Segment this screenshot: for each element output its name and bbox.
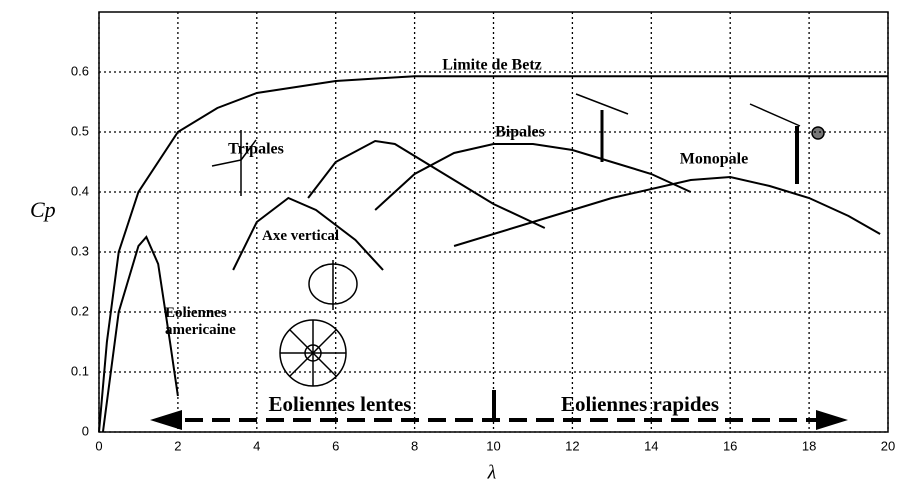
y-tick-label: 0.6 (71, 63, 89, 78)
series-line (375, 144, 691, 210)
series-label: Bipales (495, 124, 545, 141)
y-axis-label: Cp (30, 197, 56, 222)
x-axis-label: λ (487, 462, 497, 484)
annotation: Eoliennes lentes (269, 392, 412, 416)
x-tick-label: 16 (723, 438, 737, 453)
series-line (454, 177, 880, 246)
x-tick-label: 2 (174, 438, 181, 453)
x-tick-label: 0 (95, 438, 102, 453)
x-tick-label: 14 (644, 438, 658, 453)
y-tick-label: 0.3 (71, 243, 89, 258)
series-label: Monopale (680, 151, 748, 168)
series-label: Tripales (228, 141, 284, 158)
series-label: Axe vertical (262, 228, 342, 245)
y-tick-label: 0.1 (71, 363, 89, 378)
series-label-box: Axe vertical (262, 228, 342, 278)
x-tick-label: 8 (411, 438, 418, 453)
series-line (308, 141, 545, 228)
x-tick-label: 20 (881, 438, 895, 453)
x-tick-label: 4 (253, 438, 260, 453)
x-tick-label: 6 (332, 438, 339, 453)
x-tick-label: 18 (802, 438, 816, 453)
y-tick-label: 0.2 (71, 303, 89, 318)
arrow-head (816, 410, 848, 430)
arrow-head (150, 410, 182, 430)
y-tick-label: 0.5 (71, 123, 89, 138)
x-tick-label: 12 (565, 438, 579, 453)
annotation: Eoliennes rapides (561, 392, 719, 416)
series-label-box: Eoliennes americaine (165, 305, 265, 355)
y-tick-label: 0.4 (71, 183, 89, 198)
series-label: Eoliennes americaine (165, 305, 265, 339)
series-label: Limite de Betz (442, 57, 542, 74)
y-tick-label: 0 (82, 423, 89, 438)
x-tick-label: 10 (486, 438, 500, 453)
chart: Cp λ Eoliennes lentes Eoliennes rapides … (0, 0, 899, 487)
